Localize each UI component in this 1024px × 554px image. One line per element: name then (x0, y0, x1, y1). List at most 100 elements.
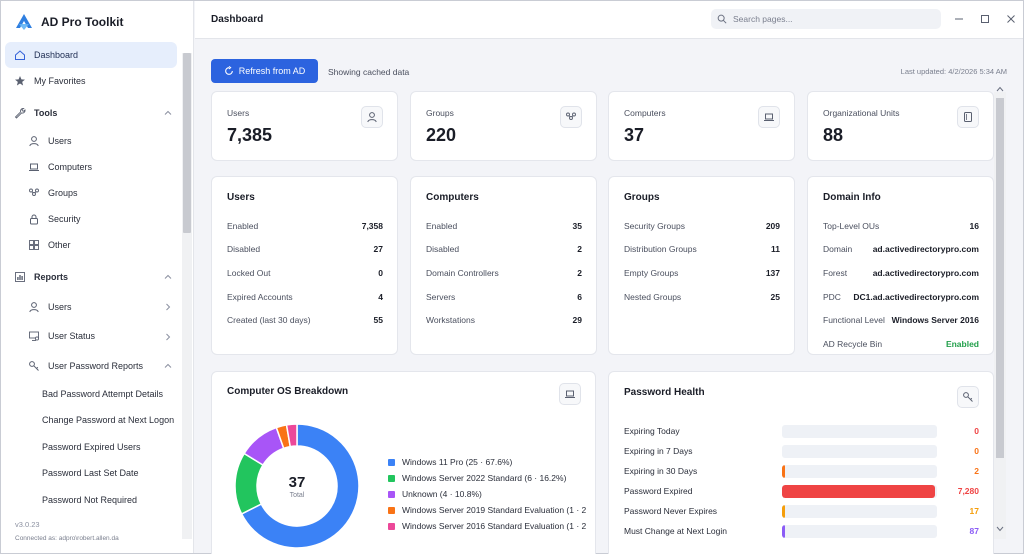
donut-hole (257, 446, 337, 526)
laptop-icon[interactable] (559, 383, 581, 405)
sidebar-item-label: Other (48, 240, 71, 250)
refresh-button[interactable]: Refresh from AD (211, 59, 318, 83)
sidebar-scrollbar[interactable] (182, 53, 192, 539)
sidebar-item-users[interactable]: Users (1, 128, 181, 154)
laptop-icon (758, 106, 780, 128)
os-donut-chart: 37 Total (231, 420, 363, 552)
password-health-card: Password Health Expiring Today 0 Expiring … (608, 371, 994, 554)
app-title: AD Pro Toolkit (41, 15, 124, 29)
card-title: Groups (624, 192, 660, 203)
sidebar-item-tools[interactable]: Tools (1, 98, 181, 128)
detail-row: Workstations 29 (426, 308, 582, 332)
group-icon (560, 106, 582, 128)
password-health-row: Password Never Expires 17 (624, 501, 979, 521)
password-health-bar-fill (782, 484, 935, 498)
sidebar-item-password-last-set-date[interactable]: Password Last Set Date (1, 460, 181, 487)
stat-card-computers: Computers 37 (608, 91, 795, 161)
sidebar-item-computers[interactable]: Computers (1, 154, 181, 180)
sidebar-item-dashboard[interactable]: Dashboard (5, 42, 177, 68)
domain-info-card: Domain Info Top-Level OUs 16 Domain ad.acti… (807, 176, 994, 355)
app-header: AD Pro Toolkit (15, 13, 123, 31)
sidebar-item-password-expired-users[interactable]: Password Expired Users (1, 434, 181, 461)
maximize-icon (981, 15, 989, 23)
close-button[interactable] (1005, 13, 1017, 25)
password-health-value: 87 (969, 526, 979, 536)
detail-key: Servers (426, 291, 456, 302)
key-icon (27, 359, 40, 372)
chevron-right-icon[interactable] (163, 302, 173, 312)
detail-value: 27 (373, 244, 383, 255)
sidebar-item-label: Change Password at Next Logon (42, 415, 175, 426)
scroll-down-icon[interactable] (996, 526, 1004, 532)
detail-value: 25 (770, 291, 780, 302)
sidebar-item-security[interactable]: Security (1, 206, 181, 232)
password-health-label: Expiring in 7 Days (624, 446, 693, 456)
sidebar-item-other[interactable]: Other (1, 232, 181, 258)
password-health-value: 2 (974, 466, 979, 476)
search-box[interactable] (711, 9, 941, 29)
close-icon (1007, 15, 1015, 23)
key-icon[interactable] (957, 386, 979, 408)
password-health-bar (782, 504, 937, 518)
topbar: Dashboard (195, 1, 1023, 39)
page-title: Dashboard (211, 14, 264, 25)
sidebar-item-reports[interactable]: Reports (1, 262, 181, 292)
legend-item: Windows Server 2019 Standard Evaluation … (388, 502, 586, 518)
sidebar-item-label: Security (48, 214, 81, 224)
chevron-up-icon[interactable] (163, 272, 173, 282)
sidebar-item-user-status[interactable]: User Status (1, 322, 181, 352)
chart-icon (13, 271, 26, 284)
stat-value: 88 (823, 125, 844, 145)
legend-label: Windows Server 2019 Standard Evaluation … (402, 505, 587, 515)
sidebar-item-bad-password-attempt-details[interactable]: Bad Password Attempt Details (1, 381, 181, 408)
sidebar-item-users[interactable]: Users (1, 292, 181, 322)
detail-value: 55 (373, 315, 383, 326)
detail-key: Empty Groups (624, 267, 679, 278)
detail-value: 6 (577, 291, 582, 302)
sidebar-scrollbar-thumb[interactable] (183, 53, 191, 233)
detail-key: Functional Level (823, 315, 885, 326)
password-health-label: Must Change at Next Login (624, 526, 728, 536)
sidebar-item-groups[interactable]: Groups (1, 180, 181, 206)
detail-row: Top-Level OUs 16 (823, 214, 979, 238)
sidebar-item-label: Computers (48, 162, 93, 172)
star-icon (13, 75, 26, 88)
minimize-button[interactable] (953, 13, 965, 25)
sidebar-item-user-password-reports[interactable]: User Password Reports (1, 351, 181, 381)
detail-row: Expired Accounts 4 (227, 285, 383, 309)
legend-item: Windows Server 2022 Standard (6 · 16.2%) (388, 470, 586, 486)
sidebar-nav: Dashboard My Favorites Tools Users Computers… (1, 42, 181, 513)
detail-key: Nested Groups (624, 291, 682, 302)
password-health-row: Expiring in 30 Days 2 (624, 461, 979, 481)
stat-card-ous: Organizational Units 88 (807, 91, 994, 161)
chevron-right-icon[interactable] (163, 332, 173, 342)
sidebar-item-label: Groups (48, 188, 78, 198)
detail-value: Enabled (945, 338, 979, 349)
sidebar-item-password-not-required[interactable]: Password Not Required (1, 487, 181, 514)
stat-value: 220 (426, 125, 457, 145)
scroll-up-icon[interactable] (996, 86, 1004, 92)
user-status-icon (27, 330, 40, 343)
sidebar-item-my-favorites[interactable]: My Favorites (1, 68, 181, 94)
maximize-button[interactable] (979, 13, 991, 25)
password-health-bar (782, 444, 937, 458)
chevron-up-icon[interactable] (163, 108, 173, 118)
detail-row: Domain Controllers 2 (426, 261, 582, 285)
password-health-row: Must Change at Next Login 87 (624, 521, 979, 541)
last-updated: Last updated: 4/2/2026 5:34 AM (900, 67, 1007, 76)
sidebar-item-change-password-at-next-logon[interactable]: Change Password at Next Logon (1, 407, 181, 434)
detail-row: Disabled 27 (227, 238, 383, 262)
detail-key: Disabled (426, 244, 460, 255)
detail-row: PDC DC1.ad.activedirectorypro.com (823, 285, 979, 309)
detail-value: 7,358 (361, 220, 383, 231)
password-health-value: 7,280 (957, 486, 979, 496)
detail-key: Distribution Groups (624, 244, 697, 255)
main-scrollbar-thumb[interactable] (996, 98, 1004, 458)
search-input[interactable] (733, 14, 923, 24)
detail-value: 209 (765, 220, 780, 231)
legend-swatch (388, 522, 395, 530)
users-detail-list: Enabled 7,358 Disabled 27 Locked Out 0 Expired… (227, 214, 383, 332)
detail-value: 29 (572, 315, 582, 326)
chevron-up-icon[interactable] (163, 361, 173, 371)
main-scrollbar[interactable] (994, 86, 1006, 539)
